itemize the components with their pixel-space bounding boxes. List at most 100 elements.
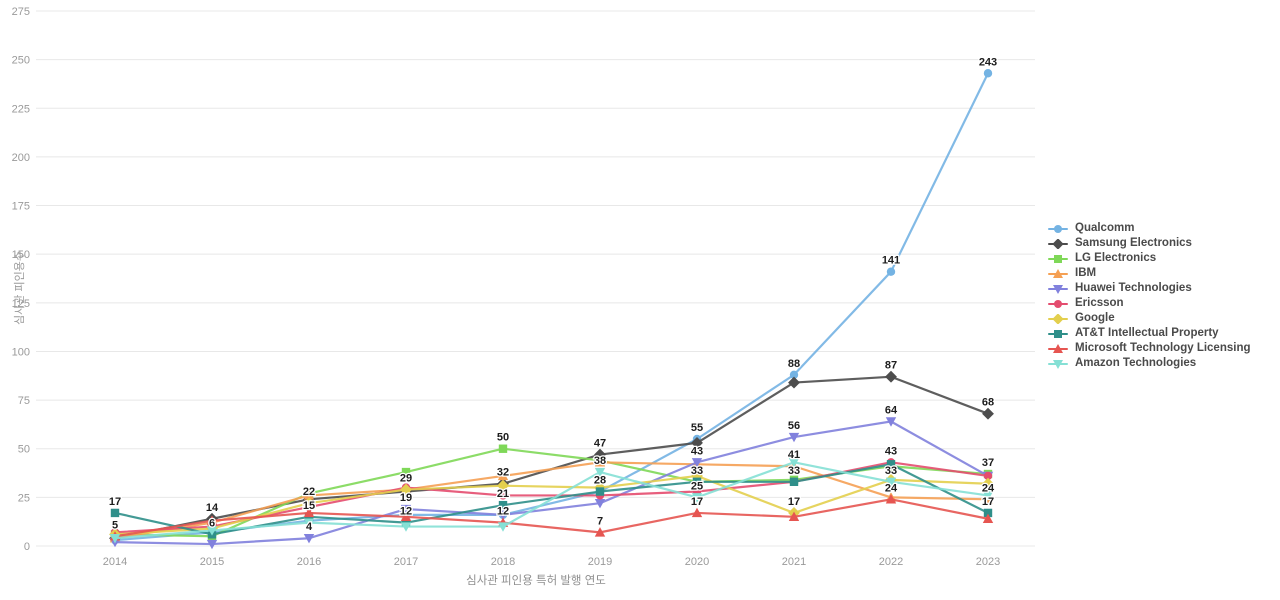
series-microsoft-technology-licensing[interactable]: [109, 494, 994, 541]
data-point-marker[interactable]: [594, 467, 606, 478]
legend-marker-icon: [1048, 329, 1068, 339]
data-point-marker[interactable]: [788, 458, 800, 468]
legend: Qualcomm Samsung Electronics LG Electronic…: [1048, 223, 1251, 370]
data-point-marker[interactable]: [885, 477, 897, 487]
data-point-marker[interactable]: [789, 370, 799, 379]
data-point-marker[interactable]: [982, 477, 994, 490]
data-point-marker[interactable]: [1053, 343, 1063, 353]
data-point-marker[interactable]: [303, 518, 315, 528]
data-point-marker[interactable]: [788, 511, 800, 522]
data-point-marker[interactable]: [1053, 284, 1063, 294]
legend-item-ericsson[interactable]: Ericsson: [1048, 298, 1251, 310]
data-point-marker[interactable]: [1054, 254, 1062, 263]
data-point-label: 24: [885, 482, 898, 494]
legend-label-ibm: IBM: [1075, 267, 1097, 280]
data-point-marker[interactable]: [692, 477, 702, 486]
data-point-marker[interactable]: [1054, 299, 1062, 308]
legend-item-qualcomm[interactable]: Qualcomm: [1048, 223, 1251, 235]
data-point-label: 56: [788, 420, 800, 432]
data-point-label: 32: [497, 467, 509, 479]
data-point-marker[interactable]: [498, 500, 508, 510]
data-point-marker[interactable]: [110, 508, 120, 518]
legend-item-samsung-electronics[interactable]: Samsung Electronics: [1048, 238, 1251, 250]
data-point-marker[interactable]: [788, 432, 800, 443]
data-point-marker[interactable]: [206, 526, 218, 536]
data-point-marker[interactable]: [788, 376, 800, 389]
data-point-marker[interactable]: [206, 515, 218, 525]
y-tick-label: 225: [12, 103, 30, 115]
x-axis-title: 심사관 피인용 특허 발행 연도: [466, 575, 606, 587]
data-point-marker[interactable]: [885, 370, 897, 383]
data-point-marker[interactable]: [400, 511, 412, 522]
data-point-label: 21: [497, 488, 509, 500]
data-point-marker[interactable]: [982, 407, 994, 420]
data-point-marker[interactable]: [594, 499, 606, 509]
data-point-marker[interactable]: [497, 479, 509, 492]
data-point-marker[interactable]: [1053, 268, 1063, 278]
series-amazon-technologies[interactable]: [109, 458, 994, 544]
x-tick-label: 2021: [782, 556, 806, 568]
data-point-marker[interactable]: [885, 494, 897, 504]
data-point-marker[interactable]: [982, 491, 994, 501]
data-point-marker[interactable]: [303, 497, 315, 510]
legend-item-google[interactable]: Google: [1048, 313, 1251, 325]
data-point-marker[interactable]: [691, 507, 703, 518]
data-point-marker[interactable]: [497, 470, 509, 481]
legend-marker-icon: [1048, 254, 1068, 264]
data-point-marker[interactable]: [886, 460, 896, 469]
data-point-marker[interactable]: [400, 483, 412, 496]
legend-label-samsung-electronics: Samsung Electronics: [1075, 237, 1192, 250]
data-point-label: 17: [982, 496, 994, 508]
legend-item-microsoft-technology-licensing[interactable]: Microsoft Technology Licensing: [1048, 343, 1251, 355]
x-tick-label: 2019: [588, 556, 612, 568]
data-point-marker[interactable]: [1054, 329, 1062, 338]
data-point-marker[interactable]: [1054, 224, 1062, 233]
legend-marker-shape: [1054, 299, 1062, 308]
data-point-marker[interactable]: [983, 471, 993, 481]
data-point-label: 141: [882, 255, 900, 267]
data-point-marker[interactable]: [982, 513, 994, 523]
data-point-marker[interactable]: [1053, 313, 1063, 324]
data-point-label: 12: [497, 506, 509, 518]
legend-item-amazon-technologies[interactable]: Amazon Technologies: [1048, 357, 1251, 370]
data-point-marker[interactable]: [400, 522, 412, 532]
data-point-marker[interactable]: [206, 539, 218, 550]
data-point-marker[interactable]: [1053, 238, 1063, 249]
data-point-marker[interactable]: [691, 458, 703, 468]
legend-item-ibm[interactable]: IBM: [1048, 268, 1251, 280]
data-point-marker[interactable]: [983, 69, 993, 78]
legend-marker-icon: [1048, 284, 1068, 294]
series-lg-electronics[interactable]: [110, 444, 993, 541]
data-point-marker[interactable]: [691, 493, 703, 503]
data-point-marker[interactable]: [594, 527, 606, 537]
data-point-marker[interactable]: [303, 507, 315, 518]
data-point-marker[interactable]: [983, 508, 993, 518]
legend-item-lg-electronics[interactable]: LG Electronics: [1048, 253, 1251, 265]
legend-marker-shape: [1053, 284, 1063, 294]
data-point-marker[interactable]: [885, 417, 897, 427]
legend-item-at-t-intellectual-property[interactable]: AT&T Intellectual Property: [1048, 328, 1251, 340]
legend-item-huawei-technologies[interactable]: Huawei Technologies: [1048, 283, 1251, 295]
data-point-marker[interactable]: [886, 267, 896, 276]
data-point-marker[interactable]: [594, 457, 606, 467]
data-point-label: 29: [400, 473, 412, 485]
data-point-label: 37: [982, 457, 994, 469]
data-point-marker[interactable]: [789, 477, 799, 486]
data-point-marker[interactable]: [303, 490, 315, 500]
data-point-marker[interactable]: [497, 510, 509, 521]
data-point-marker[interactable]: [595, 487, 605, 496]
data-point-marker[interactable]: [400, 504, 412, 515]
legend-label-at-t-intellectual-property: AT&T Intellectual Property: [1075, 327, 1219, 340]
data-point-marker[interactable]: [401, 467, 411, 477]
legend-marker-icon: [1048, 359, 1068, 369]
data-point-marker[interactable]: [1053, 359, 1063, 369]
y-tick-label: 50: [18, 444, 30, 456]
data-point-marker[interactable]: [498, 444, 508, 453]
data-point-marker[interactable]: [497, 522, 509, 532]
data-point-marker[interactable]: [303, 534, 315, 544]
series-qualcomm[interactable]: [110, 69, 993, 545]
data-point-marker[interactable]: [109, 534, 121, 544]
x-tick-label: 2023: [976, 556, 1000, 568]
data-point-marker[interactable]: [498, 491, 508, 500]
